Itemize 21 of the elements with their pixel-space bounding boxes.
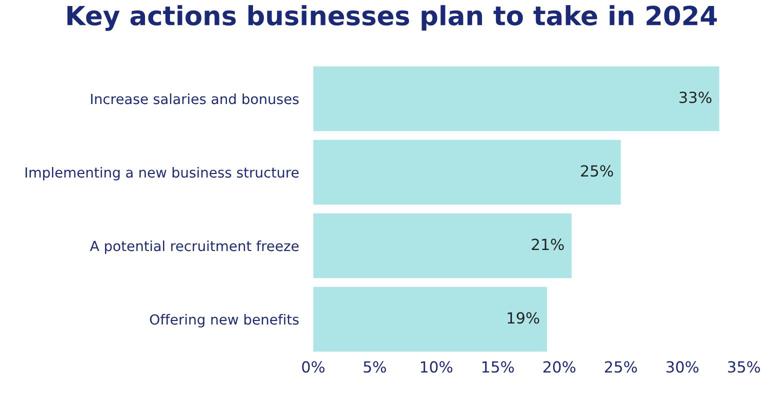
x-tick-label: 20% [543,361,576,373]
y-tick-label: A potential recruitment freeze [90,240,299,254]
bar [313,286,547,352]
chart-title: Key actions businesses plan to take in 2024 [67,5,717,31]
data-label: 19% [508,312,540,324]
x-tick-label: 25% [604,361,637,373]
data-label: 33% [680,92,712,104]
x-tick-label: 35% [728,361,760,373]
y-tick-label: Offering new benefits [150,314,299,328]
data-label: 25% [581,165,614,177]
x-tick-label: 15% [482,361,514,373]
x-tick-label: 5% [364,361,386,373]
bar [313,140,621,205]
x-tick-label: 10% [420,361,452,373]
y-tick-label: Increase salaries and bonuses [91,93,299,104]
x-tick-label: 0% [302,361,324,373]
bar [313,213,572,278]
y-tick-label: Implementing a new business structure [26,166,299,180]
data-label: 21% [532,238,564,250]
x-tick-label: 30% [666,361,698,373]
bar [313,66,720,132]
